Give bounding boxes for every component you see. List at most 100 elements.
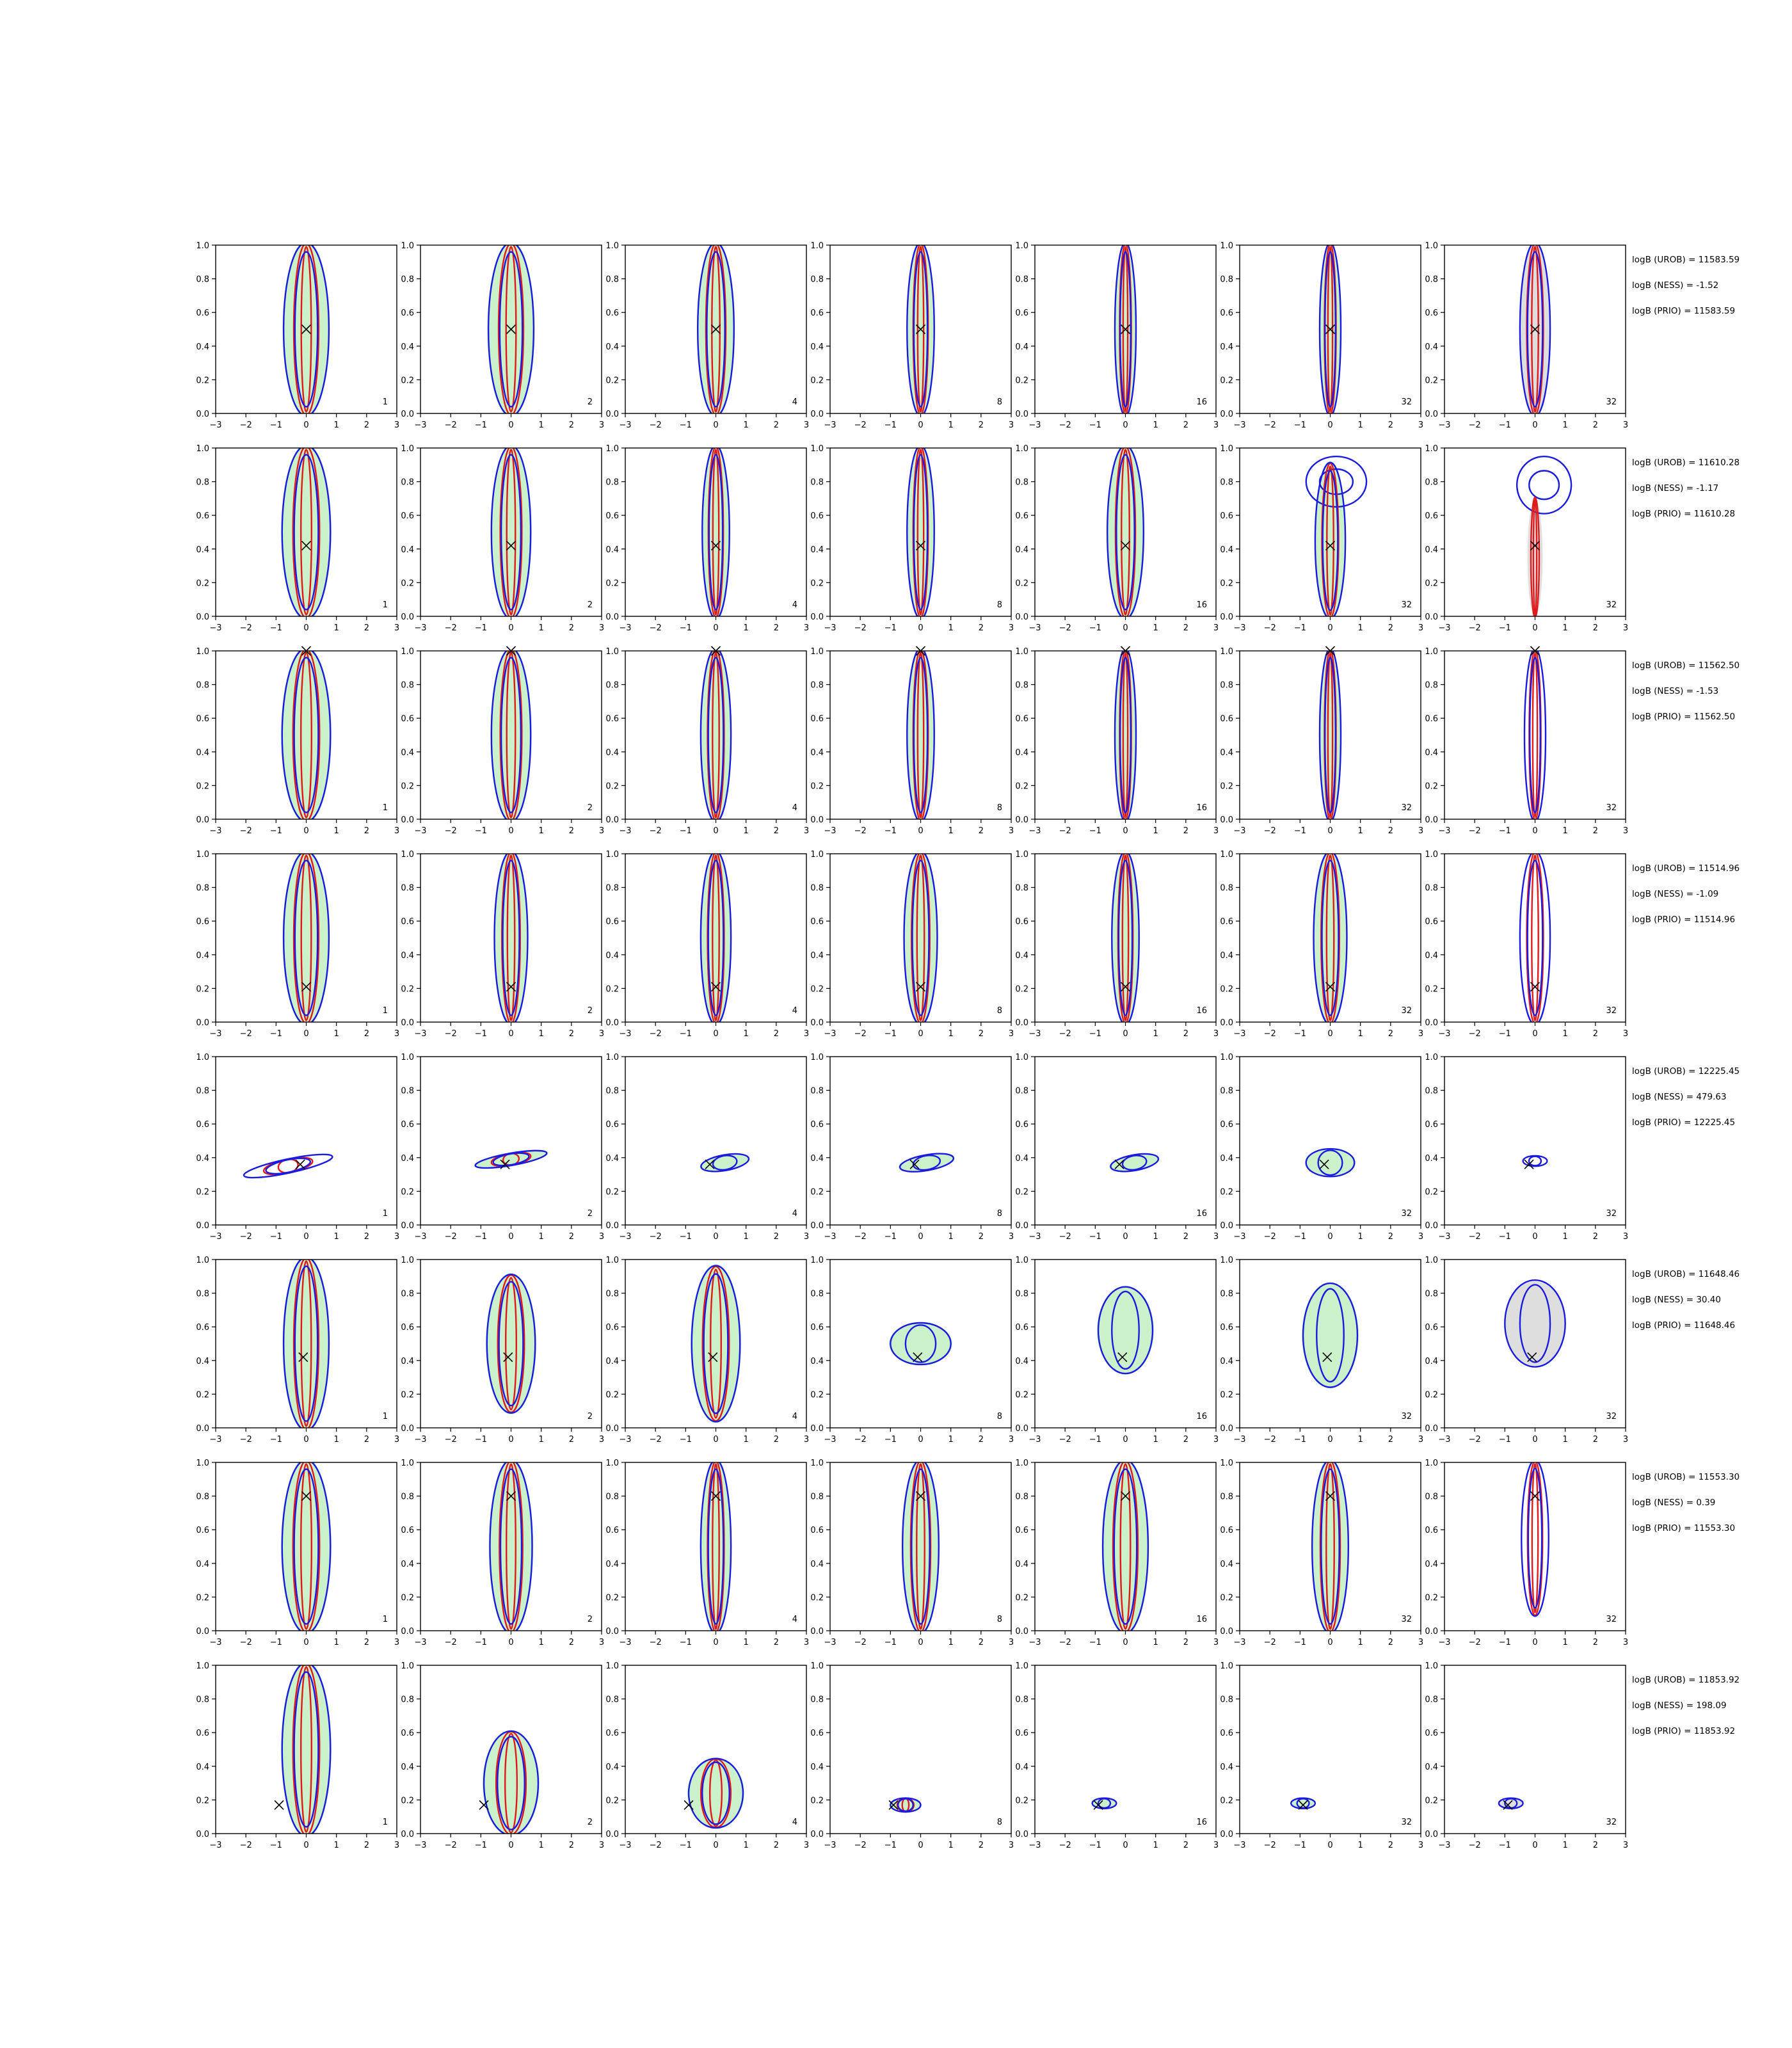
blue-contour-outer [1101,1462,1149,1631]
blue-contour-inner [913,454,929,611]
x-tick-label: −3 [209,1841,221,1850]
panel-r3-c4: −3 −2 −1 0 1 2 3 0.0 0.2 0.4 0.6 0.8 1.0 8 [810,646,1014,836]
y-tick-label: 0.4 [401,342,414,352]
y-tick-label: 1.0 [196,241,209,251]
y-tick-label: 0.6 [1015,1729,1028,1738]
x-tick-label: 0 [713,1232,718,1242]
x-tick-label: −2 [650,623,662,633]
y-tick-label: 0.6 [1220,308,1233,318]
x-tick-label: 2 [569,1841,574,1850]
panel-tag: 8 [997,600,1002,610]
y-tick-label: 0.0 [1425,612,1438,622]
x-tick-label: −1 [884,1435,897,1444]
x-tick-label: −2 [1264,1029,1276,1039]
y-tick-label: 0.6 [196,1729,209,1738]
y-tick-label: 0.8 [810,1290,824,1299]
x-tick-label: 2 [569,623,574,633]
x-tick-label: 2 [1183,623,1188,633]
y-tick-label: 0.6 [810,917,824,927]
panel-r6-c5: −3 −2 −1 0 1 2 3 0.0 0.2 0.4 0.6 0.8 1.0 16 [1015,1256,1219,1444]
y-tick-label: 0.2 [1425,1593,1438,1603]
logb-annotation: logB (NESS) = 479.63 [1632,1092,1727,1102]
y-tick-label: 0.8 [401,1087,414,1096]
y-tick-label: 0.0 [810,1830,824,1839]
blue-contour-outer [1302,1282,1359,1388]
y-tick-label: 0.6 [1220,511,1233,521]
x-tick-label: 2 [979,420,984,430]
x-tick-label: −3 [209,826,221,836]
panel-r6-c2: −3 −2 −1 0 1 2 3 0.0 0.2 0.4 0.6 0.8 1.0 2 [401,1256,604,1444]
panel-r7-c3: −3 −2 −1 0 1 2 3 0.0 0.2 0.4 0.6 0.8 1.0 4 [605,1459,809,1647]
panel-tag: 8 [997,1006,1002,1016]
blue-contour-inner [497,1736,525,1830]
x-tick-label: −3 [414,1841,426,1850]
panel-tag: 4 [792,1209,797,1219]
x-tick-label: −2 [854,1232,867,1242]
panel-tag: 8 [997,1818,1002,1827]
y-tick-label: 1.0 [1015,1256,1028,1265]
red-contour-outer [499,1462,524,1631]
blue-contour-outer [1523,651,1547,819]
y-tick-label: 1.0 [1220,444,1233,454]
x-tick-label: 2 [569,1029,574,1039]
y-tick-label: 0.4 [810,1560,824,1569]
panel-r3-c1: −3 −2 −1 0 1 2 3 0.0 0.2 0.4 0.6 0.8 1.0 1 [196,646,399,836]
y-tick-label: 0.0 [401,1221,414,1231]
y-tick-label: 0.0 [1425,1221,1438,1231]
x-tick-label: 1 [1358,1029,1363,1039]
y-tick-label: 0.2 [401,376,414,385]
truth-marker [915,540,926,551]
x-tick-label: −1 [1294,420,1306,430]
y-tick-label: 0.6 [810,1526,824,1535]
panel-r6-c3: −3 −2 −1 0 1 2 3 0.0 0.2 0.4 0.6 0.8 1.0 4 [605,1256,809,1444]
blue-contour-inner [1121,1155,1148,1171]
y-tick-label: 0.6 [196,1323,209,1332]
logb-annotation: logB (NESS) = -1.52 [1632,280,1718,291]
y-tick-label: 0.8 [605,681,619,691]
x-tick-label: 1 [539,1232,544,1242]
blue-contour-outer [903,854,938,1022]
panel-r4-c4: −3 −2 −1 0 1 2 3 0.0 0.2 0.4 0.6 0.8 1.0 8 [810,850,1014,1039]
x-tick-label: −3 [824,420,836,430]
panel-tag: 32 [1606,1209,1617,1219]
panel-tag: 4 [792,1818,797,1827]
y-tick-label: 0.6 [196,714,209,724]
y-tick-label: 0.4 [1220,342,1233,352]
panel-r8-c3: −3 −2 −1 0 1 2 3 0.0 0.2 0.4 0.6 0.8 1.0 4 [605,1661,809,1850]
truth-marker [915,1491,926,1501]
x-tick-label: 0 [1532,1029,1537,1039]
y-tick-label: 0.4 [810,1763,824,1772]
x-tick-label: 0 [713,623,718,633]
y-tick-label: 0.8 [196,681,209,691]
x-tick-label: −2 [445,1638,457,1647]
panel-r4-c1: −3 −2 −1 0 1 2 3 0.0 0.2 0.4 0.6 0.8 1.0 1 [196,850,399,1039]
truth-marker [710,540,721,551]
y-tick-label: 0.8 [1220,884,1233,893]
truth-marker [1114,1159,1124,1169]
red-contour-outer [705,245,727,413]
y-tick-label: 0.2 [1015,376,1028,385]
x-tick-label: −1 [884,1841,897,1850]
red-contour-inner [1531,1463,1539,1613]
y-tick-label: 1.0 [196,1053,209,1062]
panel-tag: 32 [1606,600,1617,610]
x-tick-label: 1 [539,1435,544,1444]
x-tick-label: 1 [1563,1841,1568,1850]
truth-marker [1325,1491,1336,1501]
blue-contour-outer [281,651,332,819]
y-tick-label: 0.2 [401,1593,414,1603]
y-tick-label: 0.8 [1015,884,1028,893]
logb-annotation: logB (PRIO) = 11553.30 [1632,1523,1735,1533]
blue-contour-inner [1528,1155,1542,1167]
y-tick-label: 0.2 [1015,1796,1028,1805]
x-tick-label: −1 [1499,1435,1511,1444]
x-tick-label: −2 [650,420,662,430]
x-tick-label: 2 [364,1638,369,1647]
panel-r3-c6: −3 −2 −1 0 1 2 3 0.0 0.2 0.4 0.6 0.8 1.0 32 [1220,646,1423,836]
y-tick-label: 1.0 [1425,1053,1438,1062]
y-tick-label: 0.0 [1220,1221,1233,1231]
panel-r4-c2: −3 −2 −1 0 1 2 3 0.0 0.2 0.4 0.6 0.8 1.0 2 [401,850,604,1039]
y-tick-label: 0.6 [1015,714,1028,724]
blue-contour-outer [1521,1462,1549,1617]
y-tick-label: 0.4 [1425,1357,1438,1366]
